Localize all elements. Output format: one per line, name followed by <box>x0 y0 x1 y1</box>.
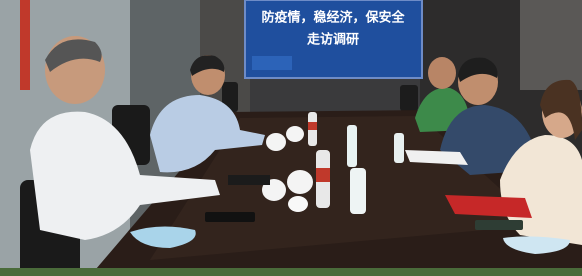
water-bottle <box>394 133 404 163</box>
wall-corner <box>520 0 582 90</box>
water-bottle <box>347 125 357 167</box>
person-head <box>428 57 456 89</box>
notebook <box>228 175 270 185</box>
cup <box>286 126 304 142</box>
phone <box>205 212 255 222</box>
photo: 防疫情，稳经济，保安全 走访调研 <box>0 0 582 276</box>
bottom-strip <box>0 268 582 276</box>
cup-lid <box>288 196 308 212</box>
chair <box>400 85 418 111</box>
bottle-label <box>316 168 330 182</box>
screen-subtitle: 走访调研 <box>307 32 359 48</box>
cup <box>266 133 286 151</box>
cup <box>287 170 313 194</box>
bottle-label <box>308 122 317 130</box>
water-bottle <box>350 168 366 214</box>
screen-title: 防疫情，稳经济，保安全 <box>261 10 405 26</box>
screen-footnote <box>252 56 292 70</box>
red-banner <box>20 0 30 90</box>
phone <box>475 220 523 230</box>
